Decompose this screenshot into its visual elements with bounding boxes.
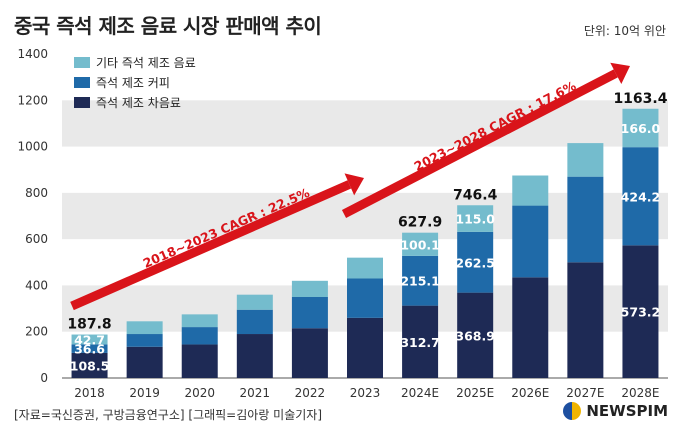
segment-value-label: 166.0: [621, 121, 661, 136]
total-value-label: 1163.4: [613, 91, 667, 107]
bar-segment: [291, 297, 328, 329]
total-value-label: 627.9: [398, 215, 442, 231]
bar-segment: [622, 108, 659, 148]
bar-segment: [126, 334, 163, 347]
bar-segment: [512, 175, 549, 206]
cagr-arrow-head: [344, 173, 364, 196]
bar-segment: [567, 176, 604, 263]
source-credit: [자료=국신증권, 구방금융연구소] [그래픽=김아랑 미술기자]: [14, 408, 323, 422]
x-tick-label: 2018: [74, 386, 105, 400]
legend-swatch: [74, 97, 90, 108]
segment-value-label: 312.7: [400, 335, 440, 350]
y-tick-label: 200: [25, 325, 48, 339]
bar-segment: [126, 321, 163, 335]
bar-segment: [71, 344, 108, 353]
y-tick-label: 0: [40, 371, 48, 385]
x-tick-label: 2021: [240, 386, 271, 400]
legend-swatch: [74, 77, 90, 88]
bar-segment: [402, 305, 439, 378]
x-tick-label: 2026E: [511, 386, 549, 400]
y-tick-label: 1000: [17, 140, 48, 154]
newspim-logo: NEWSPIM: [563, 402, 668, 420]
segment-value-label: 42.7: [74, 332, 105, 347]
x-tick-label: 2024E: [401, 386, 439, 400]
bar-segment: [291, 328, 328, 378]
y-tick-label: 600: [25, 232, 48, 246]
segment-value-label: 215.1: [400, 274, 440, 289]
bar-segment: [181, 314, 218, 328]
segment-value-label: 36.6: [74, 342, 105, 357]
bar-segment: [126, 346, 163, 378]
newspim-logo-text: NEWSPIM: [586, 402, 668, 420]
bar-segment: [347, 317, 383, 378]
y-tick-label: 1400: [17, 47, 48, 61]
bar-segment: [457, 205, 494, 232]
segment-value-label: 424.2: [621, 189, 661, 204]
segment-value-label: 115.0: [455, 212, 495, 227]
legend-swatch: [74, 57, 90, 68]
x-tick-label: 2023: [350, 386, 381, 400]
bar-segment: [236, 334, 273, 378]
cagr-arrow-shaft: [70, 180, 352, 311]
x-tick-label: 2022: [295, 386, 326, 400]
bar-segment: [512, 277, 549, 378]
bar-segment: [567, 262, 604, 378]
segment-value-label: 368.9: [455, 328, 495, 343]
newspim-logo-icon: [563, 402, 582, 420]
x-tick-label: 2020: [184, 386, 215, 400]
cagr-arrow-shaft: [341, 69, 618, 218]
y-tick-label: 800: [25, 186, 48, 200]
chart-title: 중국 즉석 제조 음료 시장 판매액 추이: [14, 14, 322, 38]
x-tick-label: 2025E: [456, 386, 494, 400]
bar-segment: [291, 280, 328, 297]
segment-value-label: 100.1: [400, 237, 440, 252]
x-tick-label: 2019: [129, 386, 160, 400]
bar-segment: [457, 231, 494, 293]
bar-segment: [236, 294, 273, 310]
bar-segment: [512, 205, 549, 278]
segment-value-label: 108.5: [70, 358, 110, 373]
bar-segment: [567, 143, 604, 177]
total-value-label: 746.4: [453, 187, 498, 203]
legend-label: 즉석 제조 커피: [96, 76, 170, 90]
segment-value-label: 573.2: [621, 305, 661, 320]
total-value-label: 187.8: [67, 317, 111, 333]
bar-segment: [347, 278, 383, 318]
bar-segment: [181, 344, 218, 378]
x-tick-label: 2028E: [621, 386, 659, 400]
bar-segment: [402, 232, 439, 256]
segment-value-label: 262.5: [455, 255, 495, 270]
bar-segment: [402, 255, 439, 306]
legend-label: 즉석 제조 차음료: [96, 96, 181, 110]
bar-segment: [181, 327, 218, 345]
y-tick-label: 400: [25, 278, 48, 292]
legend-label: 기타 즉석 제조 음료: [96, 56, 196, 70]
bar-segment: [71, 334, 108, 345]
bar-segment: [622, 245, 659, 378]
bar-segment: [622, 147, 659, 246]
cagr-arrow-head: [610, 62, 630, 85]
unit-label: 단위: 10억 위안: [583, 24, 666, 38]
bar-segment: [457, 292, 494, 378]
stacked-bar-chart: 0 200 400 600 800 1000 1200 1400 108.536.642.718…: [17, 47, 668, 400]
x-tick-label: 2027E: [566, 386, 604, 400]
bar-segment: [347, 257, 383, 279]
bar-segment: [71, 352, 108, 378]
grid-band: [62, 100, 668, 147]
y-tick-label: 1200: [17, 93, 48, 107]
bar-segment: [236, 309, 273, 335]
